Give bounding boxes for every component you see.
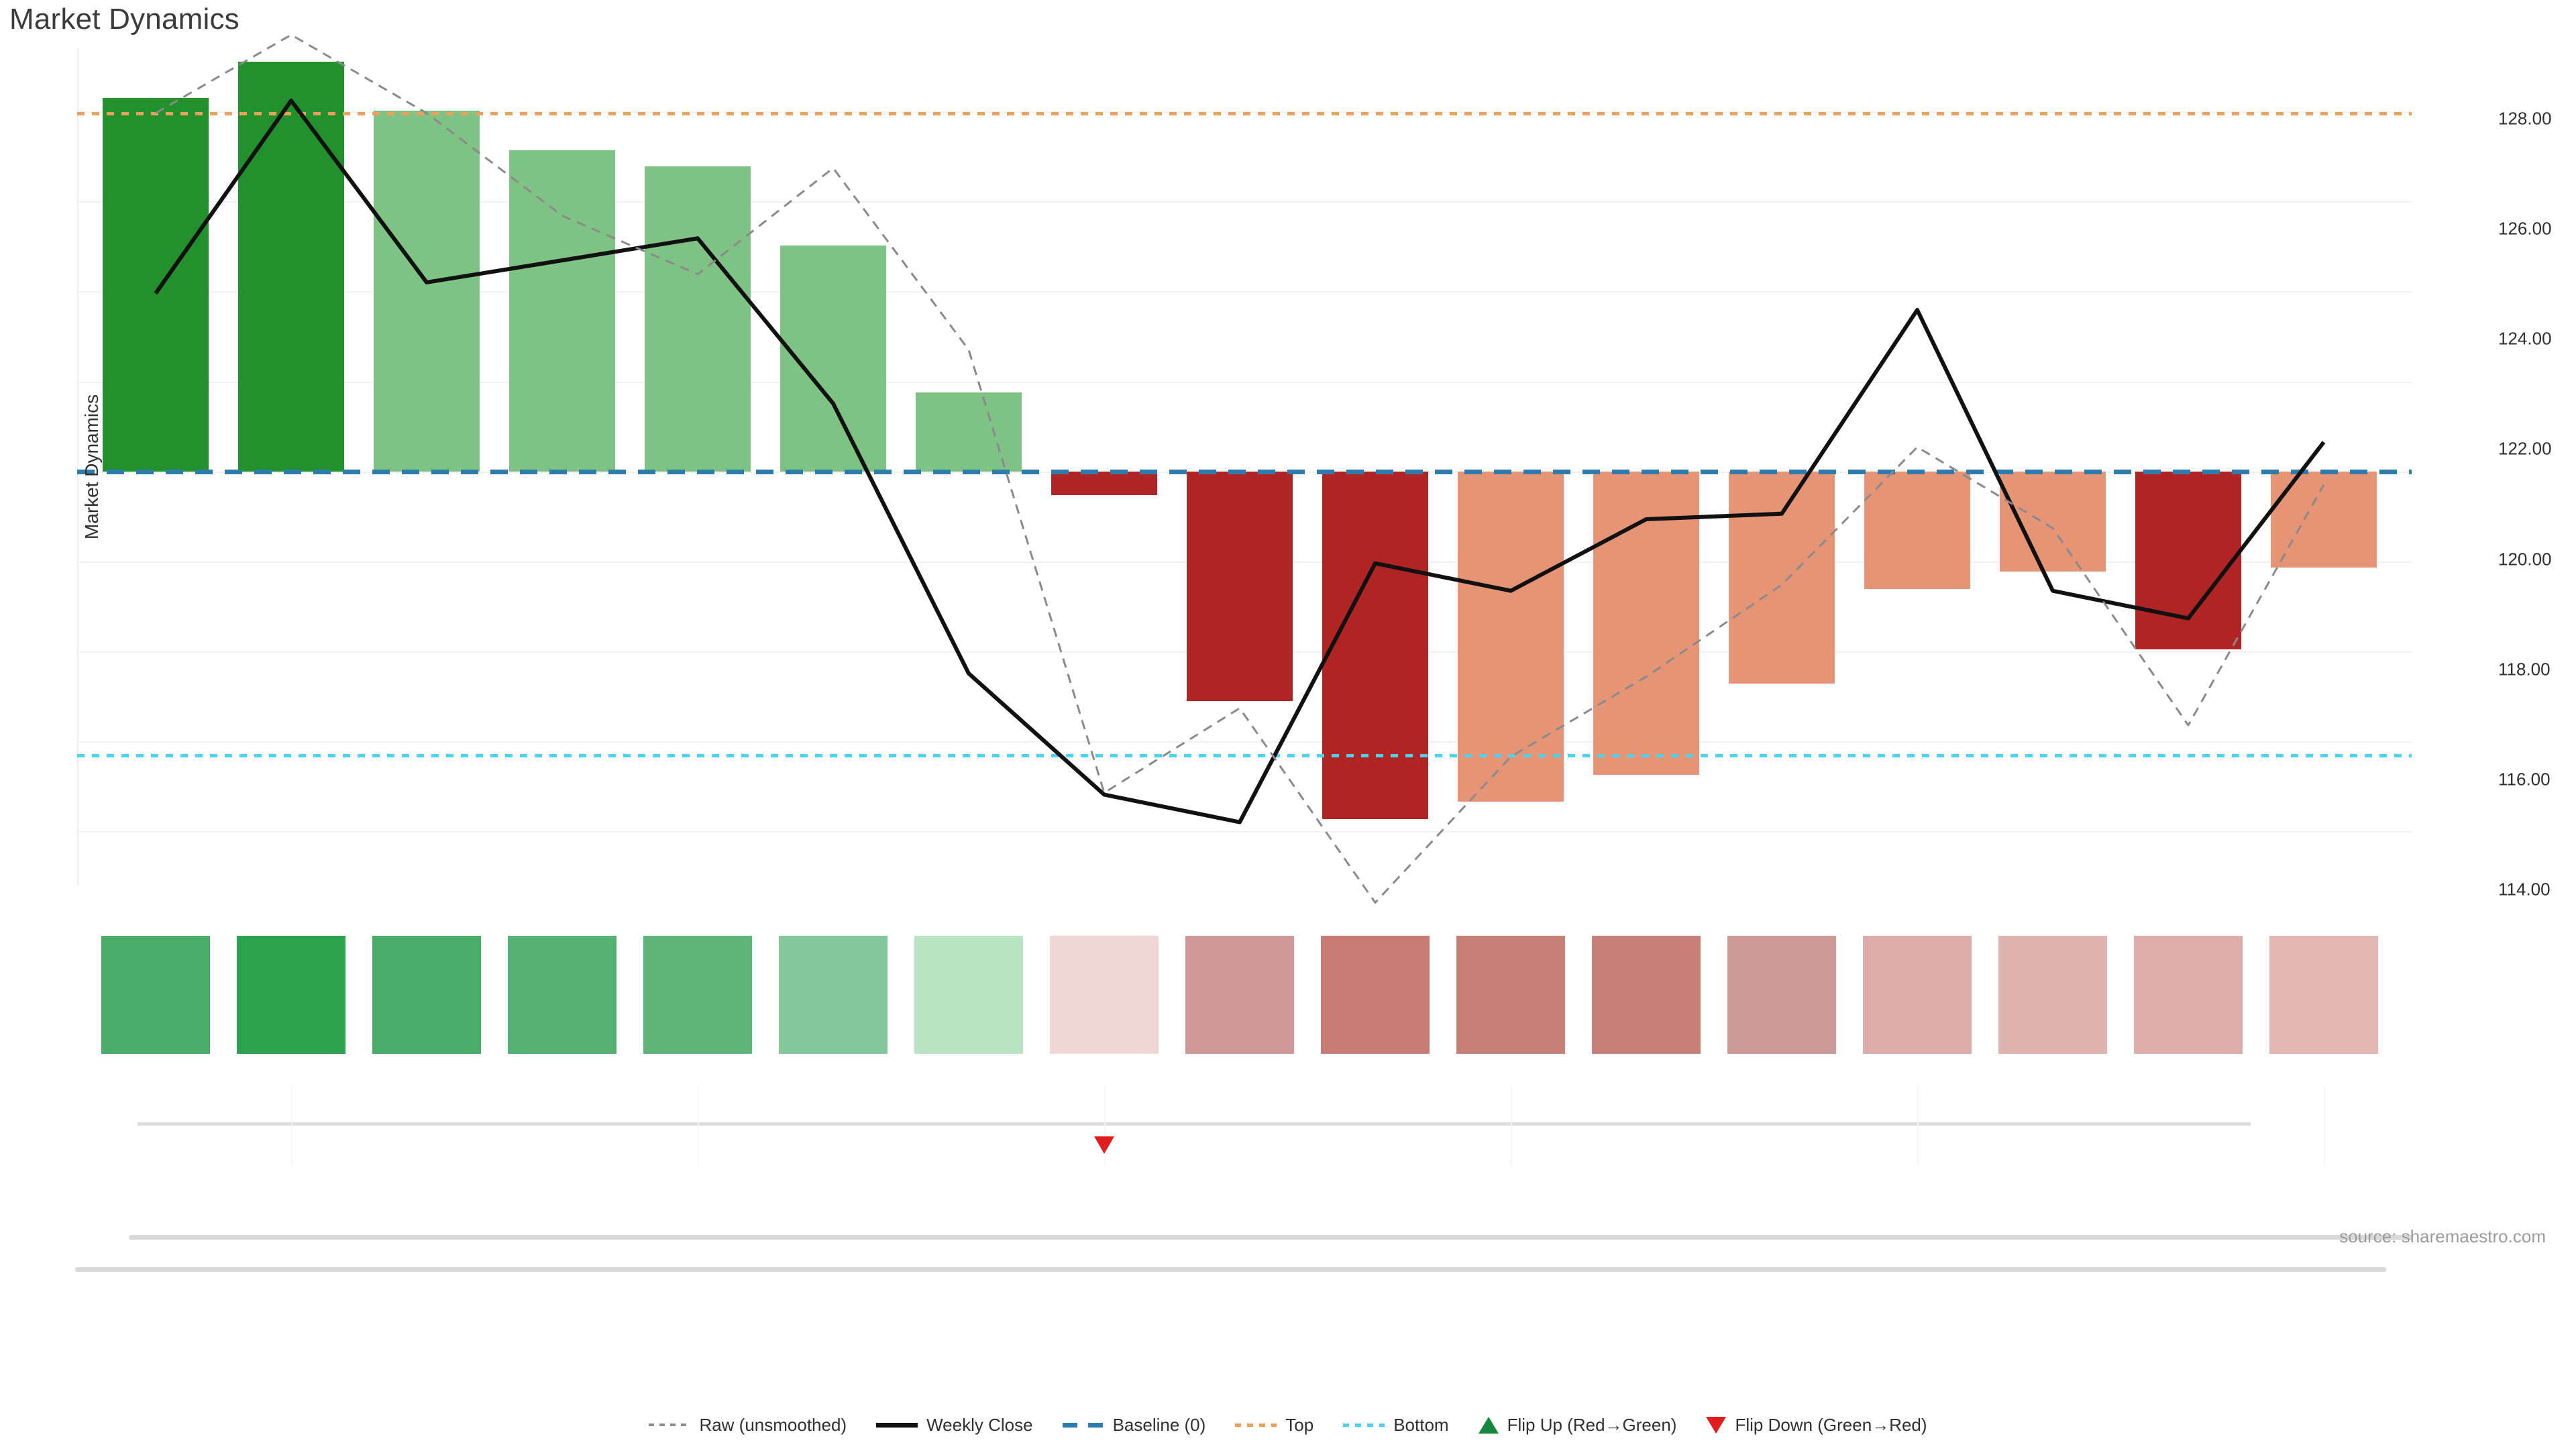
bar xyxy=(374,110,480,472)
dotted-grey-line-icon xyxy=(649,1424,691,1426)
triangle-up-icon xyxy=(1478,1416,1499,1434)
marker-gridline xyxy=(291,1085,292,1166)
gridline xyxy=(77,381,2412,383)
marker-gridline xyxy=(1511,1085,1512,1166)
marker-gridline xyxy=(698,1085,699,1166)
page-title: Market Dynamics xyxy=(9,3,239,36)
legend-item[interactable]: Bottom xyxy=(1343,1414,1449,1436)
triangle-down-icon xyxy=(1706,1416,1727,1434)
marker-gridline xyxy=(1104,1085,1106,1166)
heat-strip-cell xyxy=(101,936,210,1054)
chart-legend: Raw (unsmoothed) Weekly Close Baseline (0)… xyxy=(0,1405,2576,1445)
bar xyxy=(916,392,1022,472)
bar xyxy=(103,97,209,472)
legend-item-label: Baseline (0) xyxy=(1112,1414,1206,1435)
legend-item-label: Raw (unsmoothed) xyxy=(699,1414,847,1435)
right-tick-label: 116.00 xyxy=(2498,769,2551,790)
bar xyxy=(509,150,615,472)
heat-strip-cell xyxy=(372,936,481,1054)
legend-item[interactable]: Raw (unsmoothed) xyxy=(649,1415,847,1436)
reference-line-top xyxy=(77,111,2412,115)
left-axis-title: Market Dynamics xyxy=(81,394,103,540)
bar xyxy=(1593,471,1699,775)
heat-strip-cell xyxy=(643,936,752,1054)
bar xyxy=(1051,471,1157,495)
heat-strip-cell xyxy=(1050,936,1159,1054)
bar xyxy=(1187,471,1293,701)
flip-marker-row xyxy=(77,1085,2412,1166)
legend-item[interactable]: Weekly Close xyxy=(876,1414,1033,1436)
heat-strip-cell xyxy=(779,936,888,1054)
marker-gridline xyxy=(1917,1085,1919,1166)
bar xyxy=(1458,471,1564,802)
left-axis-spine xyxy=(77,48,78,885)
dotted-orange-line-icon xyxy=(1235,1423,1277,1427)
bar xyxy=(1864,471,1970,590)
footer-divider-top xyxy=(129,1235,2413,1240)
gridline xyxy=(77,201,2412,203)
marker-axis-line xyxy=(138,1122,2251,1126)
gridline xyxy=(77,831,2412,833)
bar xyxy=(238,62,344,472)
legend-item[interactable]: Flip Up (Red→Green) xyxy=(1478,1414,1677,1436)
legend-item[interactable]: Baseline (0) xyxy=(1062,1414,1206,1436)
dashed-blue-line-icon xyxy=(1062,1422,1104,1428)
legend-item-label: Weekly Close xyxy=(926,1414,1033,1435)
right-tick-label: 128.00 xyxy=(2498,108,2552,129)
bar xyxy=(1729,471,1835,684)
main-plot-area: 0.40.30.20.10−0.1−0.2−0.3−0.4 128.00126.… xyxy=(77,34,2552,904)
gridline xyxy=(77,111,2412,113)
right-tick-label: 122.00 xyxy=(2498,438,2552,459)
footer-divider-bottom xyxy=(75,1267,2386,1272)
gridline xyxy=(77,741,2412,743)
right-tick-label: 126.00 xyxy=(2498,218,2552,239)
bar xyxy=(645,166,751,472)
reference-line-baseline xyxy=(77,469,2412,474)
legend-item-label: Flip Up (Red→Green) xyxy=(1507,1414,1677,1435)
right-tick-label: 118.00 xyxy=(2498,659,2551,680)
heat-strip-cell xyxy=(1592,936,1701,1054)
heat-strip-cell xyxy=(2269,936,2378,1054)
solid-black-line-icon xyxy=(876,1422,918,1428)
legend-item-label: Flip Down (Green→Red) xyxy=(1735,1414,1927,1435)
heat-strip-cell xyxy=(237,936,345,1054)
source-caption: source: sharemaestro.com xyxy=(2339,1226,2546,1246)
line-series-layer xyxy=(154,34,2326,904)
right-tick-label: 124.00 xyxy=(2498,328,2552,349)
legend-item[interactable]: Flip Down (Green→Red) xyxy=(1706,1415,1927,1436)
heat-strip-cell xyxy=(2134,936,2243,1054)
gridline xyxy=(77,291,2412,293)
heat-strip-cell xyxy=(1456,936,1565,1054)
right-tick-label: 114.00 xyxy=(2498,879,2551,900)
heat-strip-cell xyxy=(914,936,1023,1054)
heat-strip-cell xyxy=(1321,936,1430,1054)
series-line xyxy=(154,99,2326,824)
flip-down-marker[interactable] xyxy=(1094,1136,1114,1154)
reference-line-bottom xyxy=(77,753,2412,757)
bar xyxy=(1322,471,1428,819)
series-line xyxy=(155,34,2325,904)
regime-heat-strip xyxy=(77,936,2412,1054)
heat-strip-cell xyxy=(1998,936,2107,1054)
heat-strip-cell xyxy=(1863,936,1972,1054)
heat-strip-cell xyxy=(508,936,616,1054)
right-tick-label: 120.00 xyxy=(2498,549,2552,570)
marker-gridline xyxy=(2324,1085,2325,1166)
heat-strip-cell xyxy=(1727,936,1836,1054)
legend-item[interactable]: Top xyxy=(1235,1415,1313,1436)
legend-item-label: Bottom xyxy=(1393,1414,1449,1435)
dotted-cyan-line-icon xyxy=(1343,1423,1385,1427)
heat-strip-cell xyxy=(1185,936,1294,1054)
legend-item-label: Top xyxy=(1285,1414,1314,1435)
